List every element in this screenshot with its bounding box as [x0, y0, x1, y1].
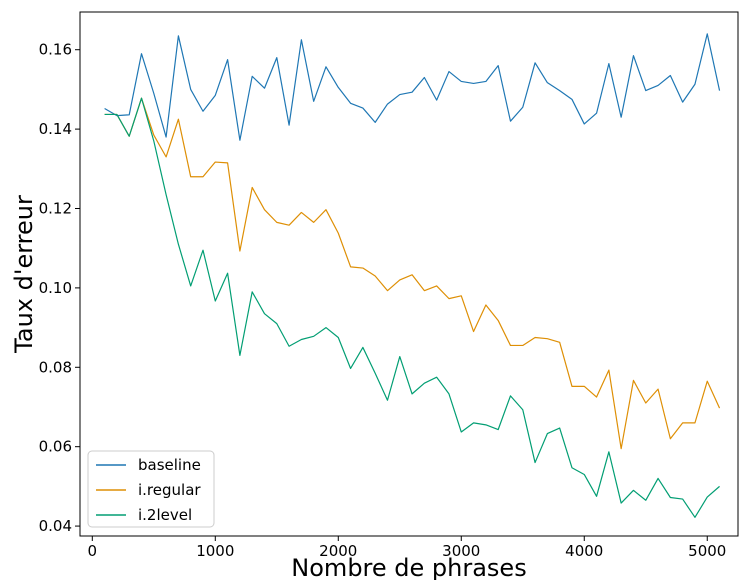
legend-label: i.2level [138, 506, 192, 524]
y-tick-label: 0.06 [39, 438, 72, 456]
legend-box [87, 450, 215, 528]
x-tick-label: 4000 [565, 542, 603, 560]
y-tick-label: 0.10 [39, 279, 72, 297]
series-line-baseline [104, 33, 721, 141]
y-axis-ticks: 0.04 0.06 0.08 0.10 0.12 0.14 0.16 [39, 41, 80, 535]
series-line-i-2level [104, 97, 720, 518]
y-tick-label: 0.14 [39, 120, 72, 138]
plot-frame [79, 11, 739, 537]
y-tick-label: 0.12 [39, 200, 72, 218]
y-tick-label: 0.04 [39, 517, 72, 535]
x-tick-label: 0 [88, 542, 98, 560]
x-tick-label: 3000 [442, 542, 480, 560]
legend: baseline i.regular i.2level [87, 450, 215, 528]
x-tick-label: 1000 [196, 542, 234, 560]
y-tick-label: 0.08 [39, 358, 72, 376]
series-line-i-regular [104, 97, 721, 450]
x-tick-label: 2000 [319, 542, 357, 560]
x-axis-title: Nombre de phrases [291, 554, 526, 580]
y-axis-title: Taux d'erreur [10, 195, 38, 354]
x-axis-ticks: 0 1000 2000 3000 4000 5000 [88, 536, 726, 560]
plot-lines [104, 33, 721, 518]
x-tick-label: 5000 [688, 542, 726, 560]
y-tick-label: 0.16 [39, 41, 72, 59]
legend-label: i.regular [138, 481, 201, 499]
legend-label: baseline [138, 456, 201, 474]
